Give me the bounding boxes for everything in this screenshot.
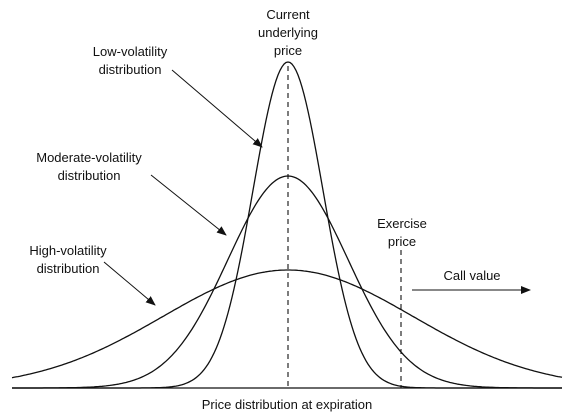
exercise-price-label: Exercise price (377, 216, 427, 249)
high-volatility-pointer (103, 261, 156, 306)
call-value-label: Call value (443, 268, 501, 283)
low-volatility-pointer (171, 69, 263, 148)
low-volatility-label: Low-volatility distribution (92, 44, 168, 77)
moderate-volatility-pointer (150, 174, 227, 236)
current-price-label: Current underlying price (258, 7, 318, 58)
moderate-volatility-curve (12, 175, 562, 389)
moderate-volatility-label: Moderate-volatility distribution (36, 150, 142, 183)
low-volatility-curve (12, 61, 562, 389)
x-axis-label: Price distribution at expiration (201, 397, 373, 412)
high-volatility-curve (11, 269, 563, 379)
high-volatility-label: High-volatility distribution (29, 243, 107, 276)
